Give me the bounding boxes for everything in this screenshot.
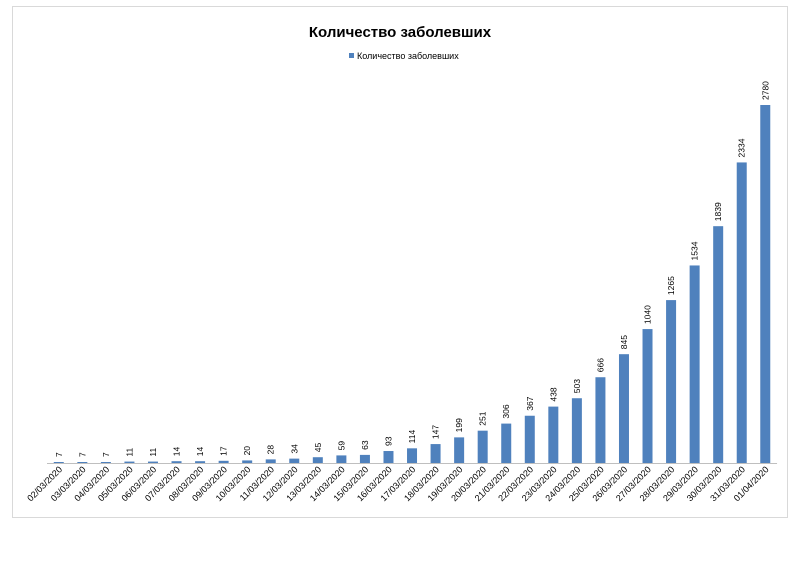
bar-value-label: 1040 <box>643 305 653 324</box>
bar-value-label: 199 <box>454 418 464 432</box>
bar <box>642 329 653 463</box>
bar-value-label: 11 <box>148 447 158 456</box>
bar-value-label: 93 <box>383 436 393 446</box>
bar <box>124 461 135 463</box>
bar-value-label: 7 <box>101 452 111 457</box>
bar-value-label: 503 <box>572 379 582 393</box>
bar <box>359 454 370 463</box>
bar-value-label: 17 <box>219 446 229 456</box>
bar-value-label: 1534 <box>690 241 700 260</box>
bar-value-label: 438 <box>548 387 558 401</box>
bar <box>242 460 253 463</box>
bar-value-label: 1839 <box>713 202 723 221</box>
tick-labels-group: 02/03/202003/03/202004/03/202005/03/2020… <box>25 464 770 503</box>
legend-swatch <box>349 53 354 58</box>
bar <box>336 455 347 463</box>
bar-value-label: 666 <box>595 358 605 372</box>
legend: Количество заболевших <box>349 51 459 61</box>
bar-value-label: 2334 <box>737 138 747 157</box>
bar-value-label: 59 <box>336 441 346 451</box>
bar-value-label: 251 <box>478 411 488 425</box>
bar-value-label: 367 <box>525 396 535 410</box>
bar-value-label: 306 <box>501 404 511 418</box>
bar <box>312 457 323 463</box>
chart-frame <box>12 6 788 518</box>
bar <box>77 462 88 463</box>
bar <box>53 462 64 463</box>
bar <box>501 423 512 463</box>
bar-value-label: 7 <box>54 452 64 457</box>
bar-value-label: 63 <box>360 440 370 450</box>
bar <box>571 398 582 463</box>
bar-value-label: 14 <box>172 446 182 456</box>
bar <box>430 444 441 463</box>
bar <box>618 354 629 463</box>
bar-value-label: 1265 <box>666 276 676 295</box>
bar <box>689 265 700 463</box>
bar <box>218 460 229 463</box>
chart-title: Количество заболевших <box>309 24 492 41</box>
bar <box>147 461 158 463</box>
bar <box>383 451 394 463</box>
bar-value-label: 7 <box>77 452 87 457</box>
bar <box>265 459 276 463</box>
bar-value-label: 20 <box>242 446 252 456</box>
bar <box>548 406 559 463</box>
bar <box>289 458 300 463</box>
bar-value-label: 34 <box>289 444 299 454</box>
legend-label: Количество заболевших <box>357 51 459 61</box>
bar-value-label: 2780 <box>760 81 770 100</box>
bar <box>477 430 488 463</box>
value-labels-group: 7 7 7 11 11 14 14 17 20 28 34 45 59 63 93 114 147 199 251 3… <box>54 81 771 457</box>
bar-value-label: 11 <box>124 447 134 456</box>
bar <box>524 415 535 463</box>
bar <box>760 105 771 463</box>
bar-value-label: 45 <box>313 442 323 452</box>
bar <box>171 461 182 463</box>
bar-value-label: 147 <box>431 425 441 439</box>
bars-group <box>53 105 771 463</box>
bar-value-label: 845 <box>619 335 629 349</box>
bar-value-label: 14 <box>195 446 205 456</box>
bar <box>595 377 606 463</box>
bar-value-label: 28 <box>266 445 276 455</box>
bar <box>407 448 418 463</box>
bar <box>713 226 724 463</box>
bar <box>454 437 465 463</box>
bar <box>195 461 206 463</box>
bar <box>736 162 747 463</box>
bar <box>100 462 111 463</box>
bar-value-label: 114 <box>407 429 417 443</box>
bar <box>666 300 677 463</box>
